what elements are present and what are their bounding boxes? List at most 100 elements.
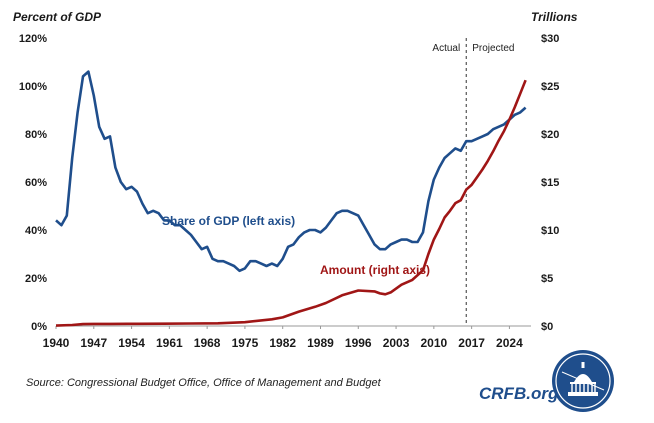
amount-point [379,292,382,295]
share-point [335,212,338,215]
share-point [206,246,209,249]
share-point [249,260,252,263]
share-point [195,241,198,244]
share-series-label: Share of GDP (left axis) [162,214,295,228]
share-point [487,133,490,136]
left-tick-label: 20% [25,273,47,285]
share-point [55,219,58,222]
share-point [379,248,382,251]
share-point [114,166,117,169]
share-point [227,262,230,265]
source-note: Source: Congressional Budget Office, Off… [26,377,382,389]
share-point [222,260,225,263]
right-tick-label: $15 [541,177,559,189]
share-point [303,231,306,234]
share-point [260,262,263,265]
share-point [411,241,414,244]
projected-label: Projected [472,43,514,54]
x-tick-label: 2010 [420,336,447,350]
amount-point [93,323,96,326]
amount-point [449,210,452,213]
right-tick-label: $30 [541,33,559,45]
left-tick-label: 40% [25,225,47,237]
share-point [449,152,452,155]
amount-point [389,291,392,294]
share-point [341,210,344,213]
share-point [254,260,257,263]
right-tick-label: $0 [541,321,553,333]
share-point [200,248,203,251]
share-point [524,106,527,109]
share-point [465,140,468,143]
share-point [389,243,392,246]
share-point [265,265,268,268]
amount-point [109,323,112,326]
x-tick-label: 1940 [43,336,70,350]
share-point [66,214,69,217]
share-point [352,212,355,215]
share-point [103,138,106,141]
share-point [400,238,403,241]
amount-point [487,160,490,163]
x-tick-label: 1982 [269,336,296,350]
amount-point [341,294,344,297]
amount-point [443,216,446,219]
amount-point [71,324,74,327]
amount-point [55,324,58,327]
x-tick-label: 1996 [345,336,372,350]
amount-point [217,322,220,325]
share-point [98,126,101,129]
share-point [190,234,193,237]
share-point [276,265,279,268]
share-point [217,260,220,263]
share-point [292,243,295,246]
actual-label: Actual [432,43,460,54]
share-point [368,234,371,237]
amount-point [433,238,436,241]
share-point [93,94,96,97]
amount-point [244,321,247,324]
share-point [141,202,144,205]
share-point [492,128,495,131]
amount-point [438,228,441,231]
share-point [416,241,419,244]
amount-point [314,306,317,309]
x-tick-label: 1961 [156,336,183,350]
share-point [152,210,155,213]
left-tick-label: 80% [25,129,47,141]
share-point [281,258,284,261]
share-point [314,229,317,232]
share-point [497,126,500,129]
amount-point [514,106,517,109]
share-point [503,123,506,126]
share-point [136,190,139,193]
right-axis-title: Trillions [531,10,578,24]
share-point [362,224,365,227]
share-point [470,140,473,143]
share-point [384,248,387,251]
share-point [460,150,463,153]
x-tick-label: 1975 [232,336,259,350]
amount-point [503,130,506,133]
amount-point [427,253,430,256]
share-point [406,238,409,241]
amount-point [460,199,463,202]
amount-point [470,184,473,187]
amount-point [82,323,85,326]
share-point [184,229,187,232]
x-tick-label: 2017 [458,336,485,350]
x-tick-label: 1947 [80,336,107,350]
share-point [233,265,236,268]
right-tick-label: $10 [541,225,559,237]
right-axis-ticks: $0 $5 $10 $15 $20 $25 $30 [541,33,559,333]
capitol-logo [552,350,614,412]
x-tick-label: 1954 [118,336,145,350]
share-point [60,224,63,227]
x-tick-label: 2024 [496,336,523,350]
amount-line [55,79,527,327]
share-point [211,258,214,261]
share-point [125,188,128,191]
left-tick-label: 120% [19,33,47,45]
share-point [519,111,522,114]
